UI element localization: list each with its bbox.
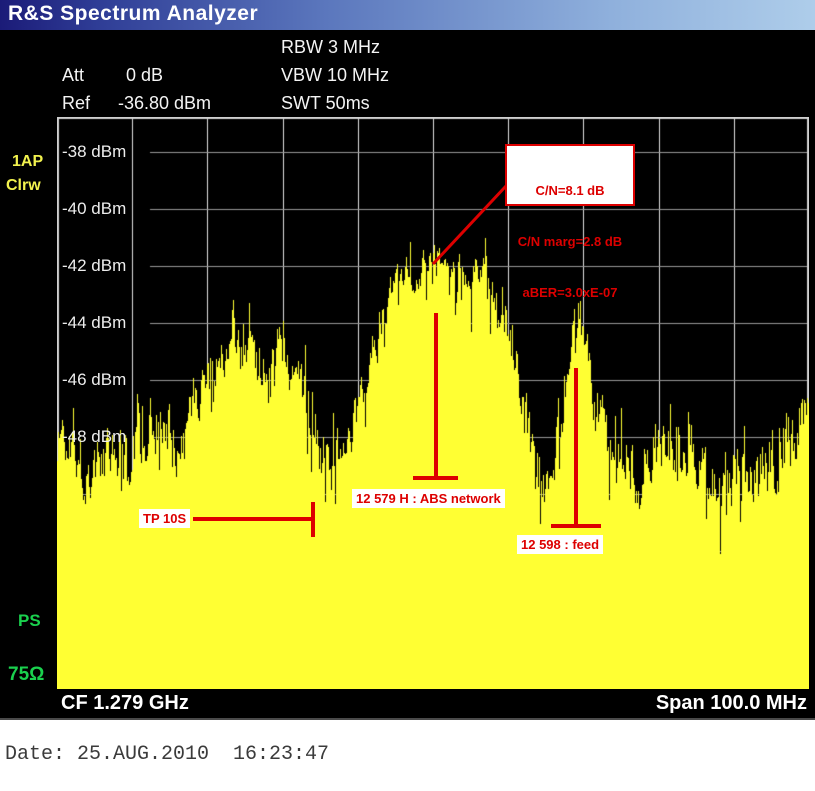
app-title: R&S Spectrum Analyzer — [8, 2, 259, 25]
title-bar: R&S Spectrum Analyzer — [0, 0, 815, 30]
rbw-readout: RBW 3 MHz — [281, 37, 380, 57]
y-axis-tick-label: -44 dBm — [62, 313, 127, 332]
y-axis-tick-label: -48 dBm — [62, 427, 127, 446]
marker1-label: 12 579 H : ABS network — [352, 489, 505, 508]
y-axis-tick-label: -40 dBm — [62, 199, 127, 218]
center-frequency-readout: CF 1.279 GHz — [61, 692, 189, 714]
trace-mode-label-clrw: Clrw — [6, 177, 41, 194]
att-value: 0 dB — [126, 65, 164, 85]
swt-readout: SWT 50ms — [281, 93, 370, 113]
hardcopy-date: Date: 25.AUG.2010 16:23:47 — [5, 743, 330, 766]
vbw-readout: VBW 10 MHz — [281, 65, 390, 85]
span-readout: Span 100.0 MHz — [655, 692, 807, 714]
ref-label: Ref — [62, 93, 91, 113]
aber-value-line: aBER=3.0xE-07 — [522, 285, 618, 300]
tp-label: TP 10S — [139, 509, 191, 528]
y-axis-tick-label: -38 dBm — [62, 142, 127, 161]
marker2-label: 12 598 : feed — [517, 535, 604, 554]
spectrum-trace-canvas — [57, 117, 809, 689]
y-axis-tick-label: -46 dBm — [62, 370, 127, 389]
impedance-label: 75Ω — [8, 664, 45, 685]
cn-margin-line: C/N marg=2.8 dB — [517, 234, 623, 249]
att-label: Att — [62, 65, 85, 85]
cn-measurement-callout: C/N=8.1 dB C/N marg=2.8 dB aBER=3.0xE-07 — [505, 144, 635, 300]
ps-label: PS — [18, 611, 41, 630]
y-axis-tick-label: -42 dBm — [62, 256, 127, 275]
cn-value-line: C/N=8.1 dB — [535, 183, 605, 198]
ref-value: -36.80 dBm — [118, 93, 212, 113]
trace-mode-label-1ap: 1AP — [12, 153, 44, 170]
